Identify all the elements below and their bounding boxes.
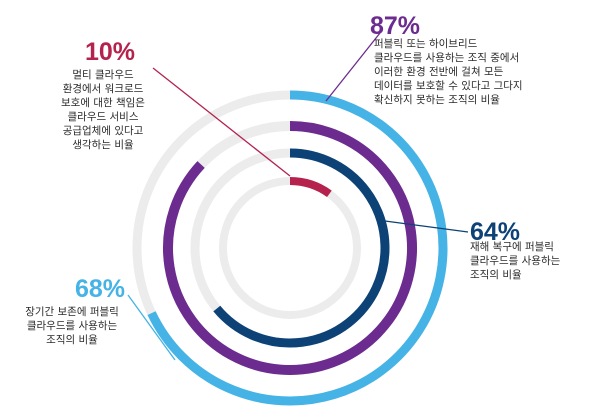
description-line: 클라우드를 사용하는 조직 중에서 [374,51,519,64]
ring-track-3 [219,177,361,319]
description-line: 보호에 대한 책임은 [61,96,145,109]
value-label-2: 64% [470,218,520,246]
description-line: 이러한 환경 전반에 걸쳐 모든 [374,65,504,78]
description-line: 조직의 비율 [470,269,522,281]
description-1: 퍼블릭 또는 하이브리드 클라우드를 사용하는 조직 중에서 이러한 환경 전반에 … [374,37,523,106]
description-line: 조직의 비율 [46,334,98,346]
value-label-0: 68% [75,275,125,303]
description-line: 퍼블릭 또는 하이브리드 [374,37,478,50]
ring-arc-10 [289,177,332,198]
description-line: 공급업체에 있다고 [63,124,144,137]
ring-arc-87 [163,121,418,375]
leader-line-0 [127,294,176,361]
description-line: 환경에서 워크로드 [63,82,144,95]
description-line: 클라우드를 사용하는 [27,319,118,332]
description-line: 확신하지 못하는 조직의 비율 [374,93,500,106]
description-line: 재해 복구에 퍼블릭 [470,240,554,253]
description-line: 데이터를 보호할 수 있다고 그다지 [374,80,523,92]
ring-arc-68 [147,90,448,406]
value-label-1: 87% [370,12,420,40]
value-label-3: 10% [85,38,135,66]
leader-lines-layer [127,32,469,361]
description-line: 클라우드를 사용하는 [470,254,561,267]
leader-line-2 [384,220,469,233]
description-line: 멀티 클라우드 [72,68,134,81]
ring-arc-64 [213,148,390,348]
description-line: 클라우드 서비스 [68,111,139,123]
description-line: 생각하는 비율 [72,138,134,151]
rings-layer [132,90,448,406]
description-line: 장기간 보존에 퍼블릭 [25,306,119,318]
leader-line-1 [325,32,381,102]
leader-line-3 [152,67,291,177]
